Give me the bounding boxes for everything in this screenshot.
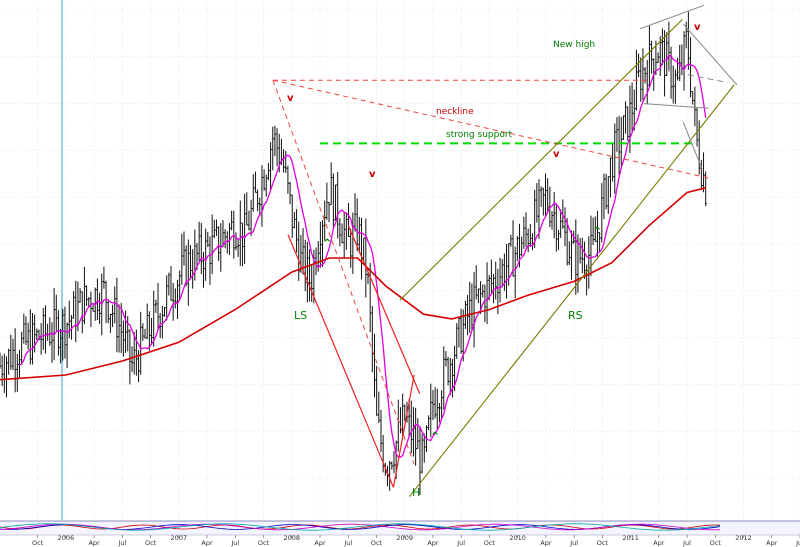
indicator-line-0 (0, 524, 721, 530)
new-high-label: New high (553, 40, 595, 50)
wedge-right-line (682, 23, 738, 86)
wedge-dashed-line (668, 70, 728, 84)
x-tick-label-17: 2010 (509, 534, 526, 542)
x-tick-label-26: Apr (766, 539, 778, 547)
wedge-lower-line (682, 122, 703, 170)
indicator-line-3 (0, 523, 721, 531)
price-bars (0, 11, 708, 495)
x-tick-label-11: Jul (343, 539, 352, 547)
v-left-leg (287, 234, 394, 488)
neckline-label: neckline (436, 107, 474, 117)
x-tick-label-3: Jul (117, 539, 126, 547)
trough-mark-2: ^ (431, 431, 439, 442)
wedge-top-line (639, 4, 705, 30)
left-shoulder-label: LS (294, 309, 307, 322)
x-tick-label-1: 2006 (58, 534, 75, 542)
trough-mark-3: ^ (593, 226, 601, 237)
technical-drawings (272, 4, 738, 498)
fast-moving-average-line (19, 54, 707, 458)
channel-lower-line (408, 84, 735, 498)
x-tick-label-23: Jul (682, 539, 691, 547)
peak-mark-3: v (553, 149, 560, 160)
peak-mark-2: v (369, 169, 376, 180)
x-tick-label-25: 2012 (735, 534, 752, 542)
chart-grid (0, 0, 800, 520)
x-tick-label-27: Jul (795, 539, 800, 547)
x-tick-label-7: Jul (230, 539, 239, 547)
annotation-labels: New high neckline strong support LS H RS… (287, 22, 701, 499)
x-tick-label-21: 2011 (622, 534, 639, 542)
v-short-right-leg (392, 374, 415, 488)
x-tick-label-4: Oct (145, 539, 157, 547)
strong-support-label: strong support (446, 130, 513, 140)
neckline-line (272, 79, 711, 179)
x-axis: Oct 2006 Apr Jul Oct 2007 Apr Jul Oct 2008 Apr Jul O… (32, 534, 800, 547)
wedge-mid-line (643, 103, 709, 109)
trough-mark-1: ^ (323, 238, 331, 249)
x-tick-label-12: Oct (371, 539, 383, 547)
x-tick-label-5: 2007 (171, 534, 188, 542)
x-tick-label-22: Apr (653, 539, 665, 547)
x-tick-label-15: Jul (456, 539, 465, 547)
x-tick-label-18: Apr (540, 539, 552, 547)
peak-mark-4: v (694, 22, 701, 33)
x-tick-label-24: Oct (710, 539, 722, 547)
head-label: H (412, 486, 420, 499)
v-right-leg (347, 225, 421, 394)
x-tick-label-8: Oct (258, 539, 270, 547)
right-shoulder-label: RS (568, 309, 583, 322)
x-tick-label-20: Oct (597, 539, 609, 547)
x-tick-label-2: Apr (88, 539, 100, 547)
x-tick-label-9: 2008 (283, 534, 300, 542)
x-tick-label-19: Jul (569, 539, 578, 547)
x-tick-label-6: Apr (201, 539, 213, 547)
x-tick-label-0: Oct (32, 539, 44, 547)
x-tick-label-13: 2009 (396, 534, 413, 542)
indicator-lines (0, 54, 707, 458)
x-tick-label-16: Oct (484, 539, 496, 547)
channel-upper-line (399, 18, 683, 301)
lower-indicator-strip (0, 520, 800, 536)
peak-mark-1: v (287, 93, 294, 104)
x-tick-label-10: Apr (314, 539, 326, 547)
slow-moving-average-line (0, 187, 707, 381)
x-tick-label-14: Apr (427, 539, 439, 547)
